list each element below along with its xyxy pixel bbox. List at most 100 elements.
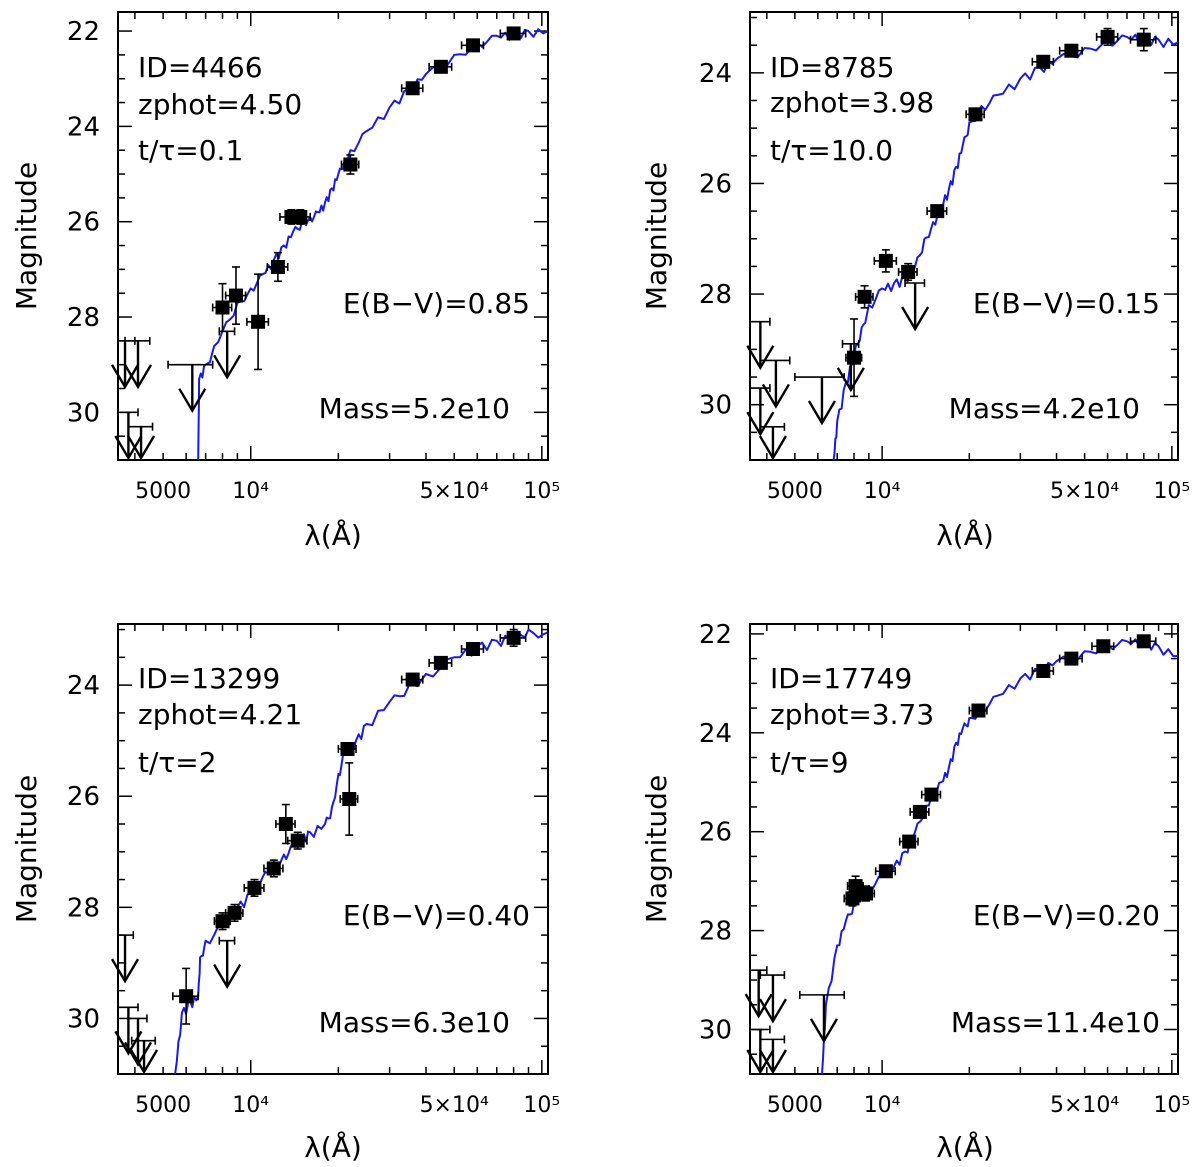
data-point: [930, 204, 945, 219]
x-tick-label: 5000: [135, 479, 191, 504]
sed-panel-4: 22 24 26 28 30 5000 10⁴ 5×10⁴ 10⁵ Magnitude λ(Å)…: [640, 620, 1190, 1164]
annotation-zphot: zphot=4.50: [138, 88, 302, 121]
data-point: [228, 288, 243, 303]
annotation-mass: Mass=4.2e10: [949, 392, 1140, 425]
annotation-mass: Mass=11.4e10: [951, 1006, 1160, 1039]
upper-limit-arrow-head: [746, 345, 775, 371]
ylabel: Magnitude: [640, 162, 673, 310]
annotation-age: t/τ=10.0: [770, 134, 893, 167]
data-point: [859, 886, 874, 901]
y-tick-label: 28: [699, 280, 732, 310]
upper-limit-arrow-head: [127, 435, 156, 461]
y-tick-label: 26: [699, 818, 732, 848]
data-point: [247, 880, 262, 895]
plot-frame: [749, 623, 1179, 1075]
upper-limit-arrow-head: [110, 364, 140, 390]
upper-limit-arrow-head: [758, 998, 787, 1024]
upper-limit-arrow-head: [761, 383, 790, 409]
sed-panel-2: 24 26 28 30 5000 10⁴ 5×10⁴ 10⁵ Magnitude λ(Å) I…: [640, 11, 1190, 552]
data-point: [924, 787, 939, 802]
y-tick-label: 30: [699, 1015, 732, 1045]
upper-limit-arrow-head: [901, 306, 930, 332]
upper-limit-arrow-head: [807, 400, 836, 426]
data-point: [1136, 32, 1151, 47]
y-tick-label: 30: [67, 398, 100, 428]
x-tick-label: 5×10⁴: [1050, 1093, 1119, 1118]
annotation-ebv: E(B−V)=0.85: [343, 287, 530, 320]
annotation-id: ID=13299: [138, 662, 280, 695]
sed-panel-1: 22 24 26 28 30 5000 10⁴ 5×10⁴ 10⁵ Magnitude λ(Å)…: [10, 11, 560, 552]
y-tick-label: 26: [67, 208, 100, 238]
x-tick-label: 10⁵: [523, 479, 560, 504]
data-point: [506, 630, 521, 645]
annotation-mass: Mass=6.3e10: [319, 1006, 510, 1039]
y-tick-label: 28: [67, 303, 100, 333]
upper-limit-arrow-head: [746, 1049, 775, 1075]
x-tick-label: 5×10⁴: [1050, 479, 1119, 504]
annotation-ebv: E(B−V)=0.40: [343, 899, 530, 932]
marks: [744, 634, 1178, 1075]
annotation-ebv: E(B−V)=0.20: [973, 899, 1160, 932]
data-point: [912, 804, 927, 819]
y-tick-label: 30: [67, 1004, 100, 1034]
upper-limit-arrow-head: [123, 364, 153, 390]
y-tick-label: 26: [699, 169, 732, 199]
data-point: [215, 300, 230, 315]
xlabel: λ(Å): [936, 1130, 994, 1164]
data-point: [1064, 651, 1079, 666]
data-point: [342, 792, 357, 806]
annotation-zphot: zphot=4.21: [138, 698, 302, 731]
plot-frame: [117, 623, 549, 1075]
model-sed-line: [197, 28, 549, 461]
ylabel: Magnitude: [640, 775, 673, 923]
sed-panel-3: 24 26 28 30 5000 10⁴ 5×10⁴ 10⁵ Magnitude λ(Å) I…: [10, 623, 560, 1164]
model-sed-line: [832, 33, 1179, 461]
axes: 24 26 28 30 5000 10⁴ 5×10⁴ 10⁵: [699, 12, 1190, 504]
xlabel: λ(Å): [304, 1130, 362, 1164]
annotation-mass: Mass=5.2e10: [319, 392, 510, 425]
plot-frame: [749, 11, 1179, 461]
ylabel: Magnitude: [10, 162, 43, 310]
upper-limit-arrow-head: [213, 354, 242, 380]
y-tick-label: 28: [67, 893, 100, 923]
annotation-age: t/τ=9: [770, 746, 849, 779]
upper-limit-arrow-head: [836, 367, 865, 393]
upper-limit-arrow-head: [809, 1018, 838, 1044]
xlabel: λ(Å): [936, 518, 994, 552]
x-tick-label: 5000: [135, 1093, 191, 1118]
x-tick-label: 10⁵: [1153, 479, 1190, 504]
upper-limit-arrow-head: [746, 411, 775, 437]
upper-limit-arrow-head: [110, 958, 140, 984]
x-tick-label: 5×10⁴: [420, 479, 489, 504]
upper-limit-arrow-head: [129, 1049, 159, 1075]
data-point: [902, 834, 917, 849]
x-tick-label: 5000: [767, 479, 823, 504]
data-point: [971, 703, 986, 718]
data-point: [405, 81, 420, 96]
y-tick-label: 28: [699, 917, 732, 947]
y-tick-label: 24: [67, 112, 100, 142]
data-point: [340, 742, 355, 756]
data-point: [901, 264, 916, 279]
annotation-id: ID=17749: [770, 662, 912, 695]
xlabel: λ(Å): [304, 518, 362, 552]
data-point: [1036, 663, 1051, 678]
data-point: [278, 817, 293, 831]
data-point: [227, 905, 242, 920]
axes: 24 26 28 30 5000 10⁴ 5×10⁴ 10⁵: [67, 624, 560, 1118]
y-tick-label: 22: [699, 620, 732, 650]
x-tick-label: 10⁴: [864, 1093, 901, 1118]
data-point: [857, 289, 872, 304]
data-point: [878, 864, 893, 879]
upper-limit-arrow-head: [123, 1041, 153, 1067]
data-point: [878, 253, 893, 268]
x-tick-label: 5000: [767, 1093, 823, 1118]
data-point: [506, 26, 521, 41]
x-tick-label: 10⁴: [864, 479, 901, 504]
plot-frame: [117, 11, 549, 461]
data-point: [290, 833, 305, 848]
data-point: [1100, 29, 1115, 44]
annotation-age: t/τ=0.1: [138, 134, 243, 167]
data-point: [1064, 43, 1079, 58]
annotation-ebv: E(B−V)=0.15: [973, 287, 1160, 320]
